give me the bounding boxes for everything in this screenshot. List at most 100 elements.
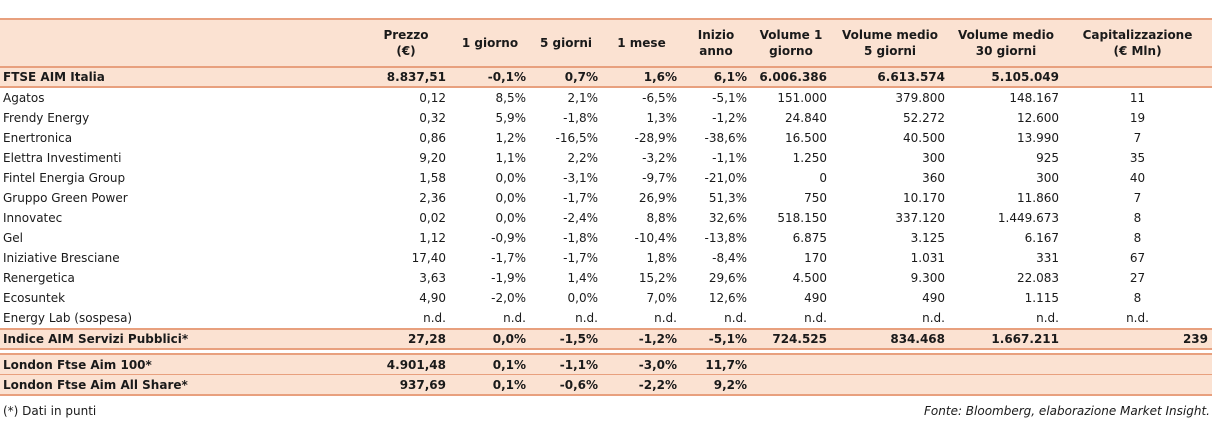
cell-ia: 9,2% — [681, 374, 751, 396]
cell-v30: 5.105.049 — [949, 66, 1063, 88]
cell-g5: -1,5% — [530, 328, 602, 350]
cell-cap: 27 — [1129, 271, 1146, 285]
cell-g5: -1,7% — [563, 251, 598, 265]
cell-v1: 24.840 — [785, 111, 827, 125]
cell-ia: -1,1% — [712, 151, 747, 165]
cell-v1: 4.500 — [792, 271, 827, 285]
cell-prezzo: 0,86 — [419, 131, 446, 145]
column-header: Capitalizzazione (€ Mln) — [1063, 18, 1212, 68]
cell-name: Gel — [3, 231, 24, 245]
cell-name: London Ftse Aim 100* — [0, 353, 362, 375]
cell-m1: -6,5% — [642, 91, 677, 105]
cell-m1: 1,8% — [646, 251, 678, 265]
cell-cap: 7 — [1133, 191, 1142, 205]
cell-g1: 1,1% — [495, 151, 527, 165]
cell-g1: -1,9% — [491, 271, 526, 285]
cell-g5: -1,7% — [563, 191, 598, 205]
column-header: 1 mese — [602, 18, 681, 68]
cell-v30: 1.449.673 — [997, 211, 1059, 225]
cell-v30: 12.600 — [1017, 111, 1059, 125]
cell-v1: 0 — [819, 171, 827, 185]
table-row: Elettra Investimenti 9,20 1,1% 2,2% -3,2% -1,… — [0, 148, 1212, 168]
cell-prezzo: 8.837,51 — [362, 66, 450, 88]
column-header: Volume 1 giorno — [751, 18, 831, 68]
cell-m1: 26,9% — [638, 191, 677, 205]
cell-v5: 6.613.574 — [831, 66, 949, 88]
cell-v30: n.d. — [1036, 311, 1059, 325]
cell-prezzo: 3,63 — [419, 271, 446, 285]
table-header: Prezzo (€) 1 giorno 5 giorni 1 mese Inizio an… — [0, 18, 1212, 68]
cell-v1 — [751, 353, 831, 375]
cell-m1: -1,2% — [602, 328, 681, 350]
cell-v5: 1.031 — [910, 251, 945, 265]
cell-m1: 15,2% — [638, 271, 677, 285]
table-row: Ecosuntek 4,90 -2,0% 0,0% 7,0% 12,6% 490 490 1.1… — [0, 288, 1212, 308]
table-row: Agatos 0,12 8,5% 2,1% -6,5% -5,1% 151.000 379.8… — [0, 87, 1212, 108]
cell-ia: -21,0% — [704, 171, 747, 185]
cell-g5: 0,0% — [567, 291, 599, 305]
table-row: Fintel Energia Group 1,58 0,0% -3,1% -9,7% -2… — [0, 168, 1212, 188]
table-row: Innovatec 0,02 0,0% -2,4% 8,8% 32,6% 518.150 33… — [0, 208, 1212, 228]
cell-ia: n.d. — [724, 311, 747, 325]
cell-ia: -5,1% — [681, 328, 751, 350]
cell-ia: -5,1% — [712, 91, 747, 105]
cell-g1: 0,0% — [450, 328, 530, 350]
indice-aim-servizi-row: Indice AIM Servizi Pubblici* 27,28 0,0% -1,… — [0, 328, 1212, 350]
column-header: 1 giorno — [450, 18, 530, 68]
cell-m1: -9,7% — [642, 171, 677, 185]
cell-name: Gruppo Green Power — [3, 191, 128, 205]
cell-prezzo: 17,40 — [411, 251, 446, 265]
cell-g5: 0,7% — [530, 66, 602, 88]
column-header-line2: giorno — [769, 44, 813, 58]
cell-cap: n.d. — [1126, 311, 1149, 325]
cell-v5: 379.800 — [895, 91, 945, 105]
column-header-line1: Capitalizzazione — [1082, 28, 1193, 42]
cell-cap — [1063, 374, 1212, 396]
cell-name: Innovatec — [3, 211, 63, 225]
cell-g5: -2,4% — [563, 211, 598, 225]
table-body: FTSE AIM Italia 8.837,51 -0,1% 0,7% 1,6% 6,1%… — [0, 66, 1212, 396]
cell-ia: 6,1% — [681, 66, 751, 88]
spacer-cell — [0, 349, 1212, 354]
cell-g5: -1,8% — [563, 111, 598, 125]
cell-g1: 0,1% — [450, 353, 530, 375]
cell-m1: -10,4% — [634, 231, 677, 245]
cell-v5: n.d. — [922, 311, 945, 325]
cell-cap: 8 — [1133, 291, 1142, 305]
cell-v30: 1.115 — [1024, 291, 1059, 305]
cell-v5: 337.120 — [895, 211, 945, 225]
cell-v5: 360 — [922, 171, 945, 185]
london-row: London Ftse Aim 100* 4.901,48 0,1% -1,1% -3,… — [0, 353, 1212, 375]
cell-g1: 5,9% — [495, 111, 527, 125]
cell-ia: -13,8% — [704, 231, 747, 245]
cell-v30 — [949, 353, 1063, 375]
cell-v1: 724.525 — [751, 328, 831, 350]
cell-prezzo: 0,02 — [419, 211, 446, 225]
cell-v30: 1.667.211 — [949, 328, 1063, 350]
column-header-line2: (€ Mln) — [1113, 44, 1162, 58]
cell-v5 — [831, 374, 949, 396]
cell-cap: 67 — [1129, 251, 1146, 265]
column-header-line1: 1 mese — [617, 36, 666, 50]
column-header-line1: 1 giorno — [461, 36, 519, 50]
cell-g5: -16,5% — [555, 131, 598, 145]
cell-cap — [1063, 66, 1212, 88]
market-data-table: Prezzo (€) 1 giorno 5 giorni 1 mese Inizio an… — [0, 18, 1212, 396]
cell-v1: 6.006.386 — [751, 66, 831, 88]
cell-g1: 8,5% — [495, 91, 527, 105]
cell-prezzo: 0,12 — [419, 91, 446, 105]
cell-g5: n.d. — [575, 311, 598, 325]
cell-v5: 52.272 — [903, 111, 945, 125]
cell-prezzo: 4.901,48 — [362, 353, 450, 375]
column-header: Volume medio 5 giorni — [831, 18, 949, 68]
cell-cap — [1063, 353, 1212, 375]
cell-v30: 331 — [1036, 251, 1059, 265]
cell-cap: 11 — [1129, 91, 1146, 105]
cell-cap: 19 — [1129, 111, 1146, 125]
cell-cap: 8 — [1133, 231, 1142, 245]
column-header-line2: (€) — [396, 44, 416, 58]
cell-g1: 1,2% — [495, 131, 527, 145]
column-header-line2: 30 giorni — [975, 44, 1037, 58]
cell-name: London Ftse Aim All Share* — [0, 374, 362, 396]
cell-name: Agatos — [3, 91, 45, 105]
